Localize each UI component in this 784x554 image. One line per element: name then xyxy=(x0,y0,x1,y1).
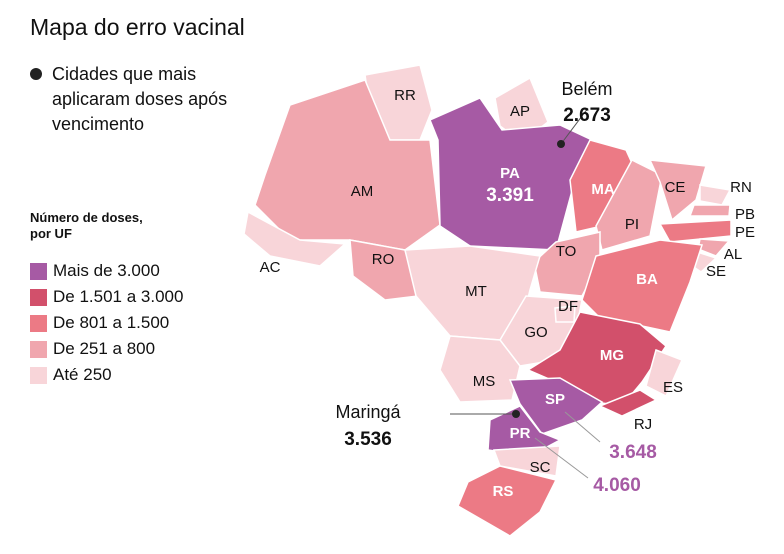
marker-note: Cidades que mais aplicaram doses após ve… xyxy=(30,62,262,137)
legend-swatch xyxy=(30,262,47,280)
state xyxy=(492,445,561,477)
state-label: RN xyxy=(730,179,752,196)
state xyxy=(349,239,419,301)
state-label: AL xyxy=(724,246,742,263)
state-label: MG xyxy=(600,347,624,364)
state xyxy=(598,389,658,417)
marker-dot xyxy=(30,68,42,80)
state-label: GO xyxy=(524,324,547,341)
title: Mapa do erro vacinal xyxy=(30,14,245,40)
legend-item: De 1.501 a 3.000 xyxy=(30,284,183,310)
legend-label: Até 250 xyxy=(53,365,112,384)
state-label: MA xyxy=(591,181,614,198)
state-label: ES xyxy=(663,379,683,396)
callout-line xyxy=(564,411,601,443)
state xyxy=(581,239,703,333)
legend-label: Mais de 3.000 xyxy=(53,261,160,280)
state xyxy=(508,377,604,435)
legend-item: De 801 a 1.500 xyxy=(30,310,183,336)
legend: Mais de 3.000 De 1.501 a 3.000 De 801 a 1.… xyxy=(30,258,183,388)
state-label: SC xyxy=(530,459,551,476)
legend-title: Número de doses, por UF xyxy=(30,210,143,241)
state-label: RO xyxy=(372,251,395,268)
state-label: AC xyxy=(260,259,281,276)
marker-note-text: Cidades que mais aplicaram doses após ve… xyxy=(52,64,228,134)
state-label: SE xyxy=(706,263,726,280)
state-value: 3.391 xyxy=(486,185,534,206)
state xyxy=(439,335,521,403)
state-label: AM xyxy=(351,183,374,200)
city-value: 3.536 xyxy=(344,429,392,450)
callout-line xyxy=(560,107,589,145)
state xyxy=(648,159,707,222)
state-label: DF xyxy=(558,298,578,315)
city-name: Maringá xyxy=(335,402,401,422)
state-label: TO xyxy=(556,243,577,260)
state-label: AP xyxy=(510,103,530,120)
state-label: CE xyxy=(665,179,686,196)
state xyxy=(243,210,347,267)
legend-item: Até 250 xyxy=(30,362,183,388)
state-label: RJ xyxy=(634,416,652,433)
state-label: PB xyxy=(735,206,755,223)
callout-line xyxy=(534,437,589,479)
state-label: MS xyxy=(473,373,496,390)
city-dot xyxy=(512,410,520,418)
state-label: RS xyxy=(493,483,514,500)
legend-label: De 1.501 a 3.000 xyxy=(53,287,184,306)
legend-swatch xyxy=(30,314,47,332)
state xyxy=(645,349,684,398)
legend-label: De 251 a 800 xyxy=(53,339,156,358)
state-label: PE xyxy=(735,224,755,241)
legend-item: De 251 a 800 xyxy=(30,336,183,362)
state-label: SP xyxy=(545,391,565,408)
state-value: 4.060 xyxy=(593,475,641,496)
state-value: 3.648 xyxy=(609,442,657,463)
state xyxy=(699,184,732,206)
legend-item: Mais de 3.000 xyxy=(30,258,183,284)
state-label: BA xyxy=(636,271,658,288)
state-label: RR xyxy=(394,87,416,104)
city-value: 2.673 xyxy=(563,105,611,126)
state-label: MT xyxy=(465,283,487,300)
state xyxy=(658,219,732,243)
state xyxy=(688,204,731,217)
legend-swatch xyxy=(30,288,47,306)
legend-swatch xyxy=(30,340,47,358)
legend-swatch xyxy=(30,366,47,384)
legend-label: De 801 a 1.500 xyxy=(53,313,170,332)
city-dot xyxy=(557,140,565,148)
state xyxy=(457,465,558,537)
state-label: PR xyxy=(510,425,531,442)
city-name: Belém xyxy=(561,79,612,99)
state-label: PI xyxy=(625,216,639,233)
state-label: PA xyxy=(500,165,520,182)
